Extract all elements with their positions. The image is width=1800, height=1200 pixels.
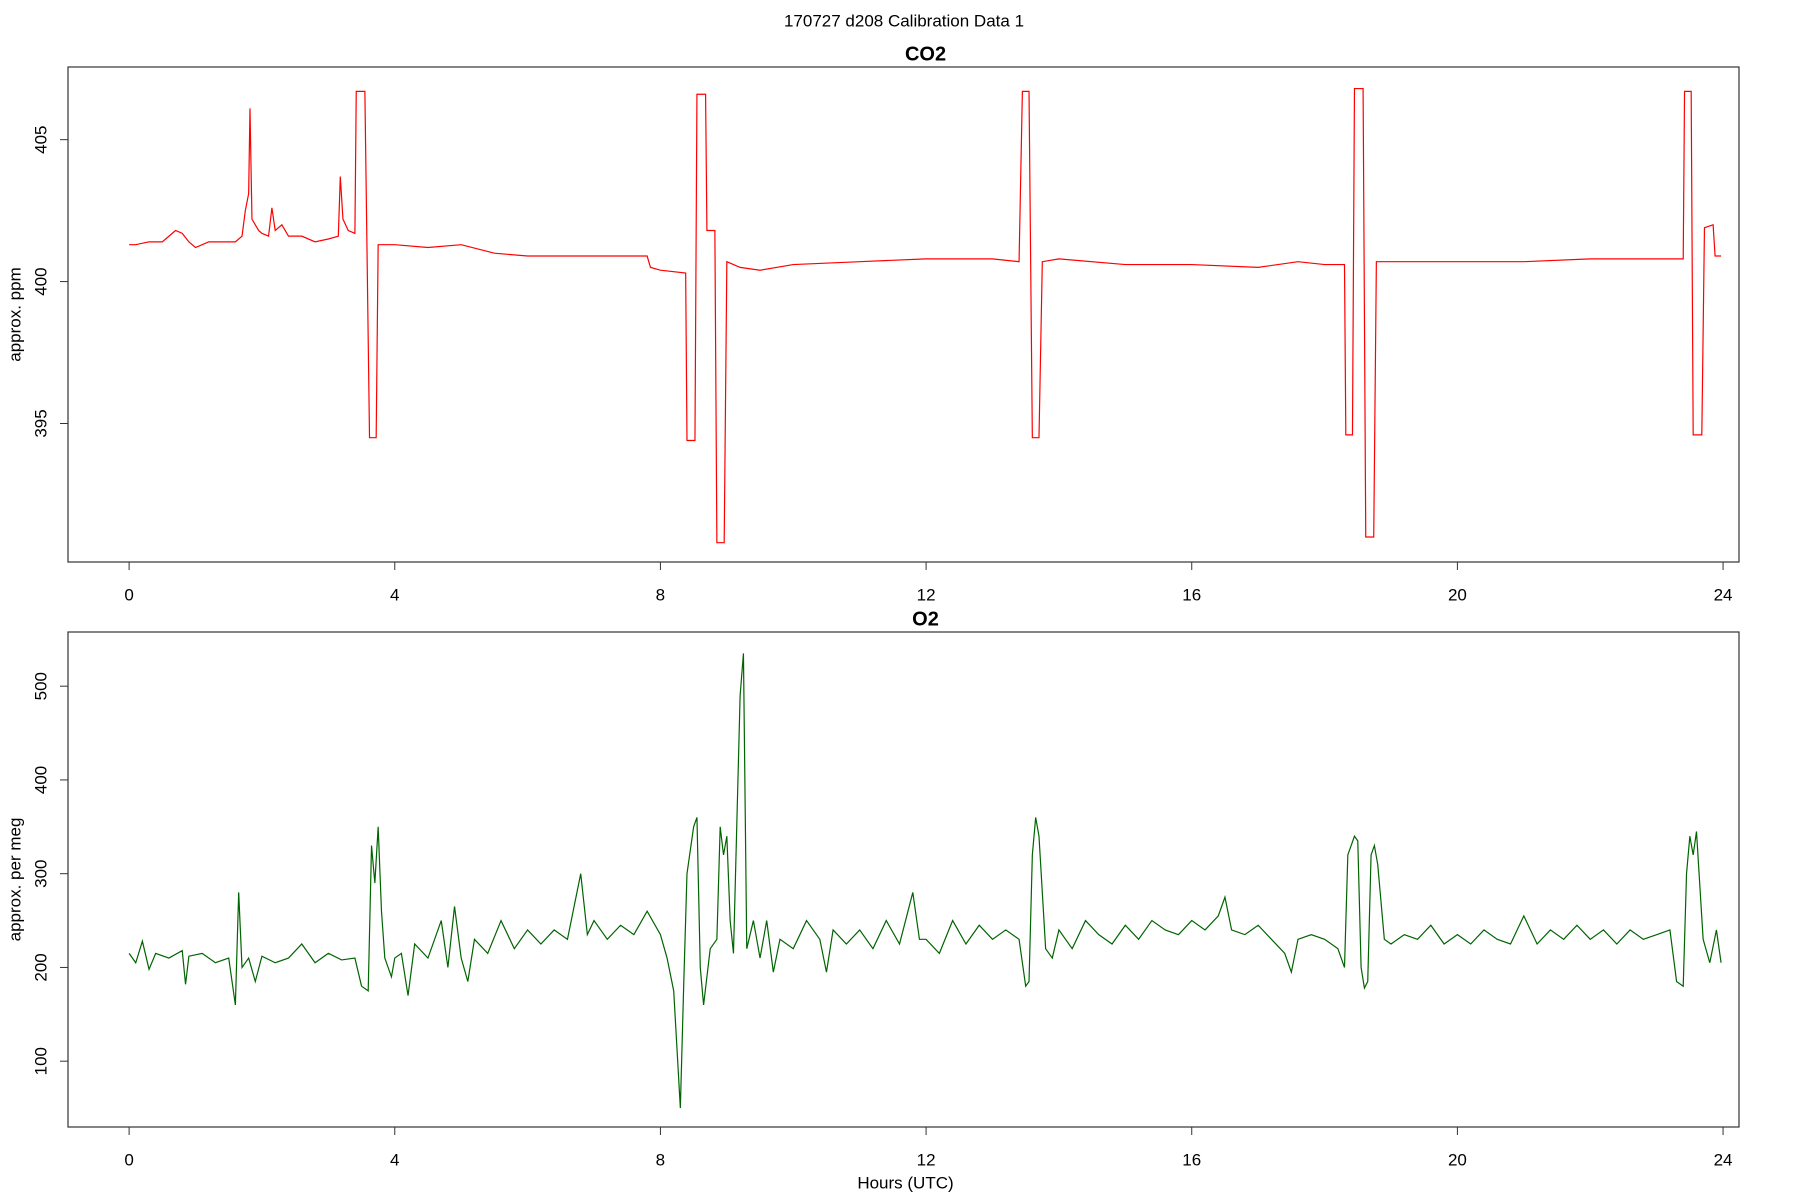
x-tick-label: 16 bbox=[1182, 585, 1201, 604]
y-axis-label: approx. ppm bbox=[5, 267, 24, 362]
y-tick-label: 200 bbox=[31, 953, 50, 981]
plot-frame bbox=[67, 66, 1740, 563]
y-axis-label: approx. per meg bbox=[5, 818, 24, 942]
x-tick-label: 4 bbox=[390, 1150, 399, 1169]
x-tick-label: 24 bbox=[1714, 1150, 1733, 1169]
y-tick-label: 500 bbox=[31, 672, 50, 700]
x-tick-label: 8 bbox=[656, 585, 665, 604]
x-tick-label: 24 bbox=[1714, 585, 1733, 604]
data-line bbox=[128, 653, 1722, 1109]
x-tick-label: 12 bbox=[917, 585, 936, 604]
x-tick-label: 12 bbox=[917, 1150, 936, 1169]
panel-title: O2 bbox=[912, 608, 939, 630]
y-tick-label: 300 bbox=[31, 860, 50, 888]
y-tick-label: 405 bbox=[31, 125, 50, 153]
y-tick-label: 400 bbox=[31, 766, 50, 794]
y-tick-label: 400 bbox=[31, 267, 50, 295]
x-tick-label: 20 bbox=[1448, 585, 1467, 604]
y-tick-label: 100 bbox=[31, 1047, 50, 1075]
x-axis-label: Hours (UTC) bbox=[857, 1173, 953, 1192]
x-tick-label: 0 bbox=[124, 585, 133, 604]
x-tick-label: 20 bbox=[1448, 1150, 1467, 1169]
panel-title: CO2 bbox=[905, 43, 946, 65]
data-line bbox=[129, 87, 1722, 544]
x-tick-label: 8 bbox=[656, 1150, 665, 1169]
figure-title: 170727 d208 Calibration Data 1 bbox=[784, 11, 1024, 30]
plot-frame bbox=[67, 631, 1740, 1128]
x-tick-label: 4 bbox=[390, 585, 399, 604]
x-tick-label: 16 bbox=[1182, 1150, 1201, 1169]
y-tick-label: 395 bbox=[31, 409, 50, 437]
x-tick-label: 0 bbox=[124, 1150, 133, 1169]
